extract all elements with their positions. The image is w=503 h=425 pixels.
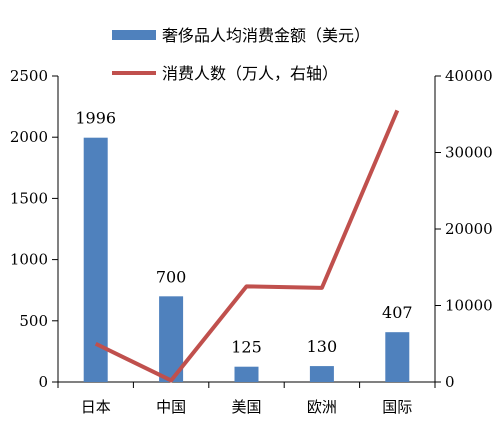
bar [309,366,334,382]
left-tick-label: 1500 [10,189,48,207]
right-tick-label: 40000 [445,67,493,85]
line-series [94,109,400,383]
right-tick-label: 20000 [445,220,493,238]
left-tick-label: 1000 [10,251,48,269]
legend-label-bars: 奢侈品人均消费金额（美元） [162,26,370,45]
bar-data-label: 130 [307,337,338,356]
x-axis-ticks: 日本 中国 美国 欧洲 国际 [57,382,436,416]
right-axis-ticks: 0 10000 20000 30000 40000 [435,67,493,391]
x-tick-label: 中国 [156,398,186,416]
bar-data-label: 700 [156,267,187,286]
legend: 奢侈品人均消费金额（美元） 消费人数（万人，右轴） [112,26,370,83]
left-tick-label: 500 [19,312,48,330]
legend-label-line: 消费人数（万人，右轴） [162,64,338,83]
bar-data-labels: 1996 700 125 130 407 [75,109,412,357]
bar-series [83,137,410,382]
line-path [94,109,400,383]
left-tick-label: 2000 [10,128,48,146]
x-tick-label: 美国 [231,398,261,416]
legend-swatch-bars [112,30,156,40]
right-tick-label: 30000 [445,144,493,162]
bar [83,137,108,382]
bar [234,366,259,382]
bar-data-label: 125 [231,338,262,357]
left-tick-label: 0 [38,373,48,391]
bar-data-label: 1996 [75,109,116,128]
x-tick-label: 日本 [81,398,111,416]
bar [385,332,410,382]
right-tick-label: 10000 [445,297,493,315]
bar-data-label: 407 [382,303,413,322]
x-tick-label: 国际 [382,398,412,416]
right-tick-label: 0 [445,373,455,391]
left-axis-ticks: 0 500 1000 1500 2000 2500 [10,67,58,391]
x-tick-label: 欧洲 [307,398,337,416]
left-tick-label: 2500 [10,67,48,85]
